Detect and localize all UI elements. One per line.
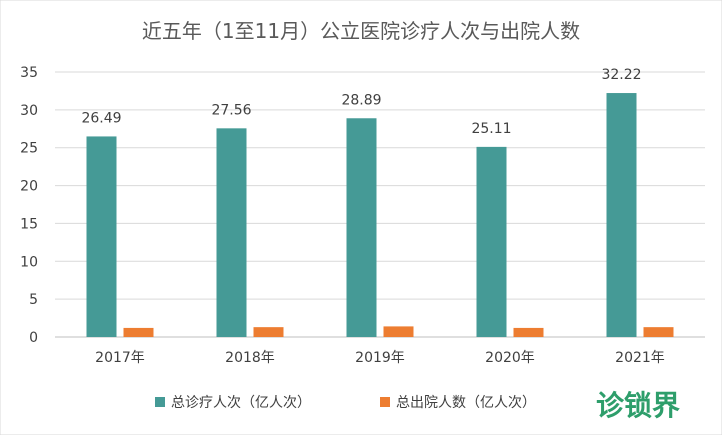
y-tick-label: 5 — [29, 292, 38, 308]
chart-title: 近五年（1至11月）公立医院诊疗人次与出院人数 — [142, 19, 580, 43]
y-tick-label: 15 — [20, 216, 38, 232]
x-tick-label: 2018年 — [225, 350, 275, 366]
data-label: 27.56 — [211, 102, 251, 118]
data-labels: 26.49 27.56 28.89 25.11 32.22 — [81, 67, 641, 137]
x-tick-label: 2019年 — [355, 350, 405, 366]
legend: 总诊疗人次（亿人次） 总出院人数（亿人次） — [155, 395, 536, 411]
bar-total-visits — [346, 118, 377, 337]
bar-total-discharges — [643, 327, 674, 337]
bar-total-visits — [476, 146, 507, 337]
data-label: 25.11 — [471, 121, 511, 137]
bar-total-visits — [86, 136, 117, 337]
gridlines — [55, 71, 705, 338]
x-tick-label: 2020年 — [485, 350, 535, 366]
bars — [86, 93, 674, 337]
bar-total-discharges — [383, 326, 414, 337]
legend-swatch — [155, 397, 165, 407]
legend-swatch — [380, 397, 390, 407]
x-tick-label: 2021年 — [615, 350, 665, 366]
legend-label: 总诊疗人次（亿人次） — [171, 395, 311, 411]
bar-total-discharges — [513, 327, 544, 337]
y-tick-label: 10 — [20, 254, 38, 270]
legend-label: 总出院人数（亿人次） — [396, 395, 536, 411]
data-label: 28.89 — [341, 92, 381, 108]
data-label: 32.22 — [601, 67, 641, 83]
x-tick-label: 2017年 — [95, 350, 145, 366]
bar-total-visits — [216, 128, 247, 337]
y-tick-label: 35 — [20, 65, 38, 81]
y-tick-label: 25 — [20, 141, 38, 157]
y-tick-label: 0 — [29, 330, 38, 346]
y-tick-label: 20 — [20, 179, 38, 195]
watermark-logo: 诊锁界 — [596, 389, 680, 422]
bar-total-discharges — [253, 327, 284, 337]
data-label: 26.49 — [81, 110, 121, 126]
y-axis-ticks: 0 5 10 15 20 25 30 35 — [20, 65, 38, 346]
x-axis-ticks: 2017年 2018年 2019年 2020年 2021年 — [95, 350, 665, 366]
y-tick-label: 30 — [20, 103, 38, 119]
bar-total-discharges — [123, 327, 154, 337]
bar-total-visits — [606, 93, 637, 337]
